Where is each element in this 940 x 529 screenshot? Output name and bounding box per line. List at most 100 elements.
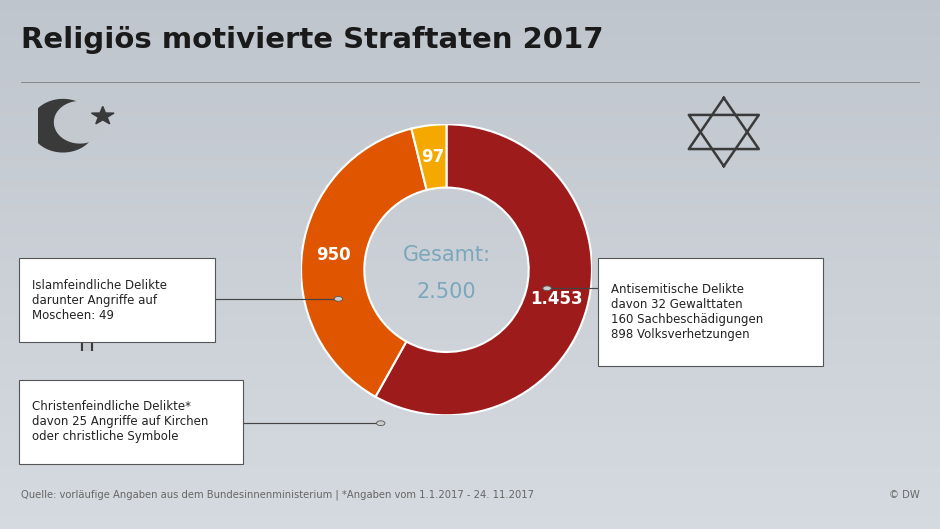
Bar	[0, 352, 940, 354]
Bar	[0, 473, 940, 476]
Bar	[0, 180, 940, 183]
Bar	[0, 508, 940, 510]
Bar	[0, 222, 940, 225]
Bar	[0, 122, 940, 124]
Bar	[0, 320, 940, 323]
Wedge shape	[301, 129, 427, 397]
Bar	[0, 362, 940, 365]
Text: Quelle: vorläufige Angaben aus dem Bundesinnenministerium | *Angaben vom 1.1.201: Quelle: vorläufige Angaben aus dem Bunde…	[21, 489, 534, 500]
Bar	[0, 510, 940, 513]
Bar	[0, 257, 940, 259]
Bar	[0, 333, 940, 336]
Text: Antisemitische Delikte
davon 32 Gewalttaten
160 Sachbeschädigungen
898 Volksverh: Antisemitische Delikte davon 32 Gewaltta…	[611, 283, 763, 341]
Bar	[0, 325, 940, 328]
Bar	[0, 415, 940, 418]
Bar	[0, 13, 940, 16]
Bar	[0, 124, 940, 127]
Polygon shape	[55, 102, 105, 143]
Bar	[0, 317, 940, 320]
Bar	[0, 376, 940, 378]
Bar	[0, 466, 940, 468]
Bar	[0, 225, 940, 227]
Text: 97: 97	[421, 148, 445, 166]
Bar	[0, 291, 940, 294]
Bar	[0, 230, 940, 233]
Bar	[0, 45, 940, 48]
Bar	[0, 309, 940, 312]
Bar	[0, 151, 940, 153]
Bar	[0, 164, 940, 167]
Bar	[0, 24, 940, 26]
Bar	[0, 201, 940, 204]
Bar	[0, 452, 940, 455]
Bar	[0, 238, 940, 241]
Bar	[0, 426, 940, 428]
Bar	[0, 132, 940, 135]
Bar	[0, 212, 940, 214]
Bar	[0, 40, 940, 42]
Bar	[0, 410, 940, 413]
Bar	[0, 177, 940, 180]
Text: Islamfeindliche Delikte
darunter Angriffe auf
Moscheen: 49: Islamfeindliche Delikte darunter Angriff…	[32, 279, 167, 322]
Bar	[0, 169, 940, 172]
Bar	[0, 484, 940, 487]
Bar	[0, 278, 940, 280]
Bar	[0, 108, 940, 111]
Bar	[0, 220, 940, 222]
Bar	[0, 436, 940, 439]
Bar	[0, 458, 940, 460]
Bar	[0, 193, 940, 196]
Bar	[0, 288, 940, 291]
Bar	[0, 87, 940, 90]
Bar	[0, 328, 940, 331]
Bar	[0, 397, 940, 399]
Bar	[0, 29, 940, 32]
Bar	[0, 101, 940, 103]
Text: 950: 950	[317, 245, 351, 263]
Bar	[0, 272, 940, 275]
Bar	[0, 489, 940, 492]
Bar	[0, 66, 940, 69]
Bar	[0, 156, 940, 159]
Bar	[0, 434, 940, 436]
Bar	[0, 468, 940, 471]
Bar	[0, 418, 940, 421]
Bar	[0, 16, 940, 19]
Bar	[0, 153, 940, 156]
Text: Gesamt:: Gesamt:	[402, 245, 491, 265]
Bar	[0, 476, 940, 479]
Bar	[0, 21, 940, 24]
Bar	[0, 235, 940, 238]
Wedge shape	[412, 124, 446, 190]
Bar	[0, 259, 940, 262]
Bar	[0, 450, 940, 452]
Bar	[0, 299, 940, 302]
Bar	[0, 50, 940, 53]
Bar	[0, 148, 940, 151]
Polygon shape	[31, 99, 95, 152]
Bar	[0, 69, 940, 71]
Bar	[0, 42, 940, 45]
Bar	[0, 526, 940, 529]
Wedge shape	[375, 124, 592, 415]
Bar	[0, 135, 940, 138]
Bar	[0, 32, 940, 34]
Bar	[0, 402, 940, 405]
Bar	[0, 85, 940, 87]
Bar	[0, 241, 940, 243]
Bar	[0, 516, 940, 518]
Bar	[0, 503, 940, 505]
Bar	[0, 249, 940, 251]
Bar	[0, 159, 940, 161]
Bar	[0, 167, 940, 169]
Bar	[0, 423, 940, 426]
Bar	[0, 481, 940, 484]
Bar	[0, 346, 940, 349]
Bar	[0, 251, 940, 254]
Bar	[0, 98, 940, 101]
Bar	[0, 82, 940, 85]
Bar	[0, 405, 940, 407]
Bar	[0, 0, 940, 3]
Bar	[0, 294, 940, 296]
Bar	[0, 77, 940, 79]
